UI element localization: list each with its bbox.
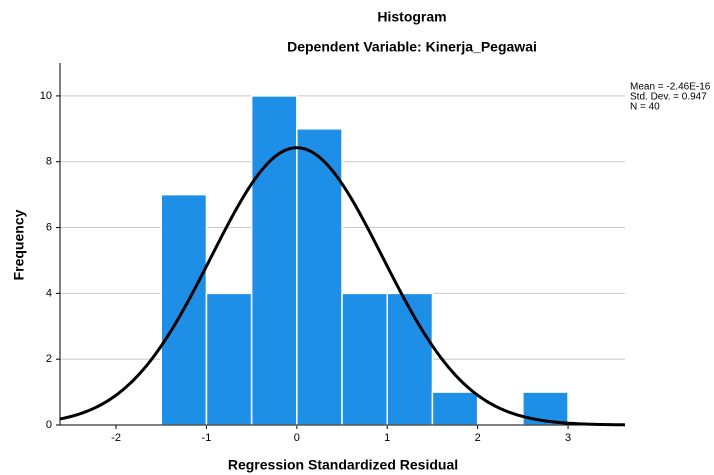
y-tick-label: 6 [46,221,52,233]
normal-curve [59,146,626,427]
x-tick-label: -2 [111,432,121,444]
y-tick-label: 0 [46,419,52,431]
y-tick-label: 10 [40,90,52,102]
x-tick-label: 3 [565,432,571,444]
stat-label: N = 40 [630,102,660,113]
x-tick-label: 0 [294,432,300,444]
x-tick-label: 2 [475,432,481,444]
bar [386,292,434,426]
y-axis-title: Frequency [11,209,27,280]
x-tick-label: -1 [202,432,212,444]
chart-subtitle: Dependent Variable: Kinerja_Pegawai [287,39,537,55]
x-axis-title: Regression Standardized Residual [228,457,458,473]
y-tick-label: 2 [46,353,52,365]
bar [296,128,343,426]
bar [250,95,298,426]
bar [341,292,388,426]
stat-label: Mean = -2.46E-16 [630,82,711,93]
bar [205,292,253,426]
stat-label: Std. Dev. = 0.947 [630,92,707,103]
y-tick-label: 4 [46,287,52,299]
x-tick-label: 1 [384,432,390,444]
y-tick-label: 8 [46,156,52,168]
bar [431,391,479,426]
chart-title: Histogram [377,9,446,25]
